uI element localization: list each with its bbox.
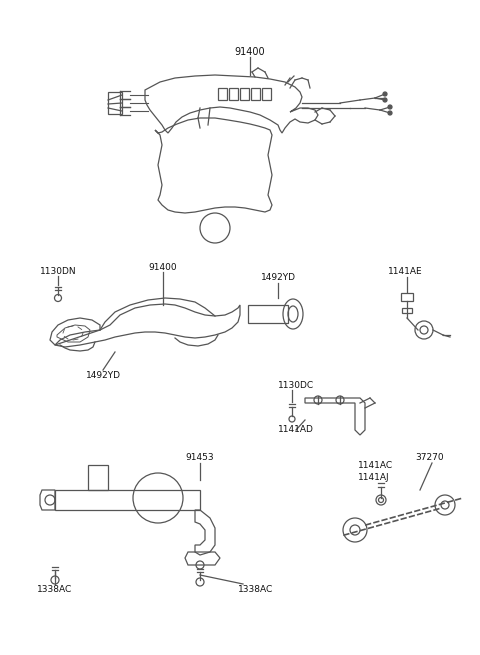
- Bar: [229, 88, 238, 100]
- Bar: [251, 88, 260, 100]
- Circle shape: [388, 111, 392, 115]
- Text: 1338AC: 1338AC: [37, 586, 72, 595]
- Bar: [401, 293, 413, 301]
- Circle shape: [383, 98, 387, 102]
- Bar: [248, 305, 288, 323]
- Text: 1338AC: 1338AC: [238, 586, 273, 595]
- Bar: [262, 88, 271, 100]
- Text: 91400: 91400: [148, 263, 177, 272]
- Circle shape: [383, 92, 387, 96]
- Text: 1141AD: 1141AD: [278, 426, 314, 434]
- Bar: [240, 88, 249, 100]
- Text: 1141AC: 1141AC: [358, 460, 393, 470]
- Bar: [218, 88, 227, 100]
- Bar: [108, 92, 122, 114]
- Text: 1492YD: 1492YD: [85, 371, 120, 379]
- Text: 1141AJ: 1141AJ: [358, 474, 390, 483]
- Text: 91400: 91400: [235, 47, 265, 57]
- Text: 91453: 91453: [185, 453, 214, 462]
- Text: 1130DN: 1130DN: [40, 267, 77, 276]
- Circle shape: [388, 105, 392, 109]
- Text: 1492YD: 1492YD: [261, 274, 296, 282]
- Text: 1130DC: 1130DC: [278, 381, 314, 390]
- Text: 37270: 37270: [415, 453, 444, 462]
- Text: 1141AE: 1141AE: [388, 267, 422, 276]
- Bar: [402, 308, 412, 313]
